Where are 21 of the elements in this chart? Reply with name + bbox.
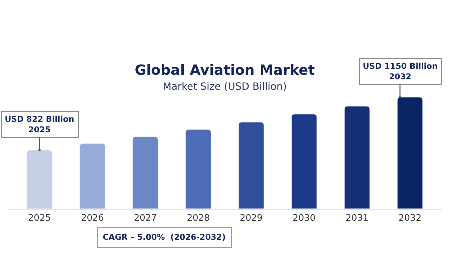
- x-tick-label: 2031: [346, 214, 369, 224]
- bar: [397, 97, 424, 209]
- bar: [344, 106, 370, 209]
- annotation: USD 1150 Billion 2032: [363, 62, 438, 82]
- x-tick-label: 2028: [187, 214, 210, 224]
- bar: [132, 136, 159, 209]
- x-tick-label: 2030: [292, 214, 316, 224]
- bar: [80, 143, 106, 209]
- x-tick-label: 2025: [28, 214, 52, 224]
- text: CAGR – 5.00% (2026-2032): [103, 233, 226, 242]
- bar: [26, 150, 53, 209]
- bar: [291, 114, 318, 209]
- annotation: USD 822 Billion 2025: [5, 115, 75, 134]
- bar: [186, 129, 212, 209]
- chart-title: Global Aviation Market: [135, 63, 316, 79]
- chart-subtitle: Market Size (USD Billion): [163, 82, 288, 93]
- x-tick-label: 2027: [134, 214, 158, 224]
- x-tick-label: 2026: [81, 214, 104, 224]
- x-tick-label: 2029: [240, 214, 264, 224]
- x-tick-label: 2032: [398, 214, 422, 224]
- bar: [238, 122, 264, 209]
